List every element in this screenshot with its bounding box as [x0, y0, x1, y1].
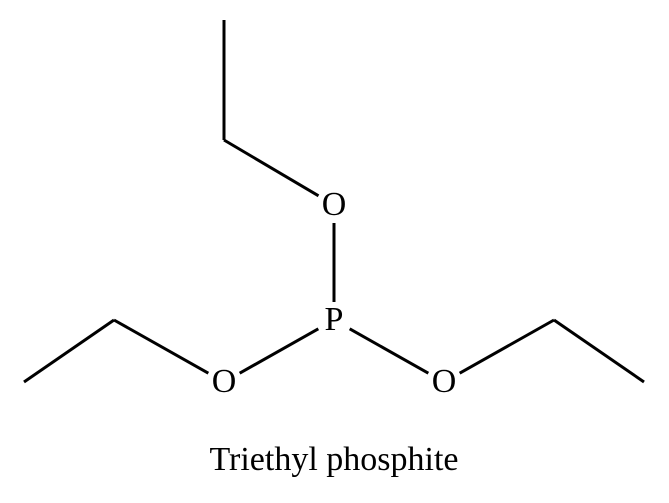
molecule-diagram: P O O O Triethyl phosphite: [0, 0, 669, 503]
atom-label-O3: O: [432, 363, 457, 400]
bond-O1-C1a: [224, 140, 319, 196]
atom-label-O1: O: [322, 186, 347, 223]
bond-P-O3: [350, 329, 429, 373]
bond-C2a-C2b: [24, 320, 114, 382]
atom-label-O2: O: [212, 363, 237, 400]
bond-P-O2: [240, 329, 319, 373]
bond-C3a-C3b: [554, 320, 644, 382]
bond-O3-C3a: [460, 320, 554, 373]
bond-O2-C2a: [114, 320, 208, 373]
molecule-caption: Triethyl phosphite: [209, 441, 458, 478]
atom-label-P: P: [325, 301, 344, 338]
